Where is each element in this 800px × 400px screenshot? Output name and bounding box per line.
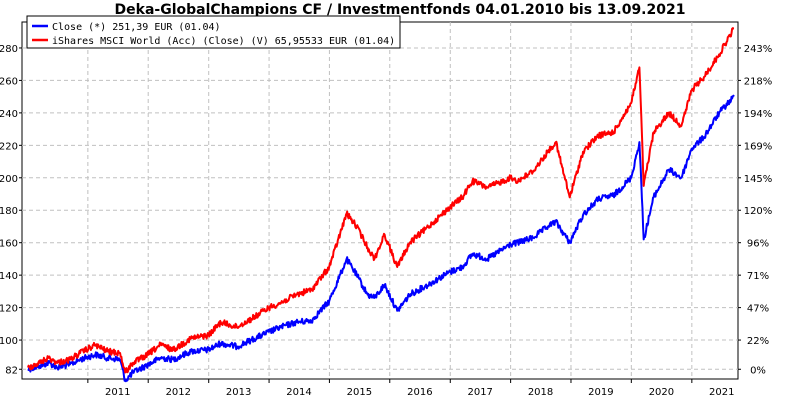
y-tick-label-left: 220 — [0, 141, 18, 152]
y-tick-label-right: 47% — [747, 304, 769, 315]
x-tick-label: 2018 — [528, 387, 553, 398]
chart-title: Deka-GlobalChampions CF / Investmentfond… — [114, 2, 686, 18]
y-tick-label-right: 22% — [747, 336, 769, 347]
y-tick-label-left: 140 — [0, 271, 18, 282]
y-tick-label-right: 96% — [747, 239, 769, 250]
y-tick-label-left: 260 — [0, 76, 18, 87]
grid-layer — [22, 22, 738, 379]
y-tick-label-left: 200 — [0, 174, 18, 185]
x-tick-label: 2019 — [588, 387, 613, 398]
x-tick-label: 2016 — [407, 387, 432, 398]
series-layer — [27, 27, 735, 383]
y-tick-label-left: 100 — [0, 336, 18, 347]
series-line-1 — [27, 27, 735, 374]
y-tick-label-right: 71% — [747, 271, 769, 282]
x-tick-label: 2014 — [286, 387, 311, 398]
y-tick-label-left: 120 — [0, 304, 18, 315]
y-tick-label-left: 180 — [0, 206, 18, 217]
legend-label-red: iShares MSCI World (Acc) (Close) (V) 65,… — [52, 36, 395, 47]
legend-label-blue: Close (*) 251,39 EUR (01.04) — [52, 22, 221, 33]
x-tick-label: 2017 — [467, 387, 492, 398]
y-tick-label-right: 169% — [744, 141, 773, 152]
y-tick-label-left: 280 — [0, 44, 18, 55]
y-tick-label-right: 243% — [744, 44, 773, 55]
x-tick-label: 2013 — [226, 387, 251, 398]
x-tick-label: 2015 — [347, 387, 372, 398]
y-tick-label-right: 0% — [750, 365, 766, 376]
y-tick-label-right: 218% — [744, 76, 773, 87]
plot-area — [21, 21, 739, 380]
legend-box — [26, 15, 401, 49]
x-tick-label: 2021 — [709, 387, 734, 398]
y-tick-label-left: 82 — [5, 365, 18, 376]
legend: Close (*) 251,39 EUR (01.04) iShares MSC… — [26, 15, 401, 49]
y-tick-label-right: 120% — [744, 206, 773, 217]
series-line-0 — [27, 94, 735, 383]
axis-layer: 82 0% 100 22% 120 47% 140 71% 160 96% 180 120% 200 14… — [0, 44, 772, 398]
x-tick-label: 2011 — [105, 387, 130, 398]
y-tick-label-right: 145% — [744, 174, 773, 185]
y-tick-label-right: 194% — [744, 109, 773, 120]
x-tick-label: 2020 — [649, 387, 674, 398]
y-tick-label-left: 160 — [0, 239, 18, 250]
y-tick-label-left: 240 — [0, 109, 18, 120]
x-tick-label: 2012 — [166, 387, 191, 398]
